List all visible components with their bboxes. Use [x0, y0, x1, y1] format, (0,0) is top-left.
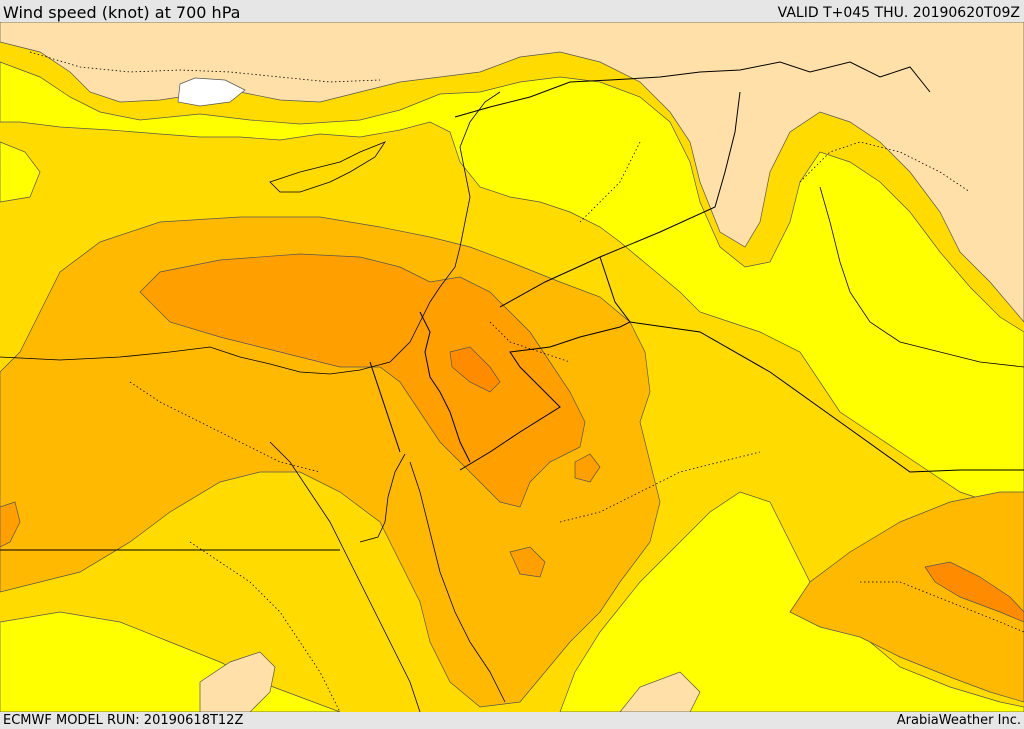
coastline-red-sea [269, 441, 421, 712]
orange-spot-5 [0, 501, 21, 548]
coastline-gulf [819, 186, 1024, 368]
map-title: Wind speed (knot) at 700 hPa [3, 3, 241, 22]
border-jordan [419, 311, 471, 463]
model-run: ECMWF MODEL RUN: 20190618T12Z [3, 713, 244, 728]
valid-time: VALID T+045 THU. 20190620T09Z [777, 5, 1020, 21]
coastline-sinai [359, 453, 406, 543]
province-lines-6 [29, 51, 381, 83]
yellow-band-west [0, 141, 41, 203]
orange-spot-3 [509, 546, 546, 578]
peach-south-east [619, 671, 701, 712]
border-egypt-sinai [369, 361, 401, 453]
yellow-band-southeast [559, 491, 1024, 712]
credit: ArabiaWeather Inc. [896, 713, 1021, 728]
amber-band-east [789, 491, 1024, 703]
coastline-arabia-red-sea [409, 461, 506, 703]
peach-south-west [199, 651, 276, 712]
deep-orange-spot-1 [449, 346, 501, 393]
orange-core [139, 253, 586, 508]
low-wind-region-north [0, 22, 1024, 323]
province-lines-5 [860, 581, 1024, 633]
border-saudi-iraq [629, 321, 1024, 473]
province-lines-8 [489, 321, 571, 363]
province-lines-3 [559, 451, 761, 523]
border-iraq-west [499, 91, 741, 308]
province-lines-2 [189, 541, 341, 712]
border-north [454, 61, 931, 118]
weather-map [0, 22, 1024, 712]
coastline-levant [0, 91, 501, 375]
province-lines-1 [129, 381, 321, 473]
deep-orange-spot-2 [924, 561, 1024, 623]
map-header: Wind speed (knot) at 700 hPa VALID T+045… [0, 0, 1024, 22]
coastline-cyprus [269, 141, 387, 193]
calm-patch [177, 77, 246, 107]
map-footer: ECMWF MODEL RUN: 20190618T12Z ArabiaWeat… [0, 712, 1024, 729]
orange-spot-4 [574, 453, 601, 483]
wind-speed-field [0, 22, 1024, 712]
